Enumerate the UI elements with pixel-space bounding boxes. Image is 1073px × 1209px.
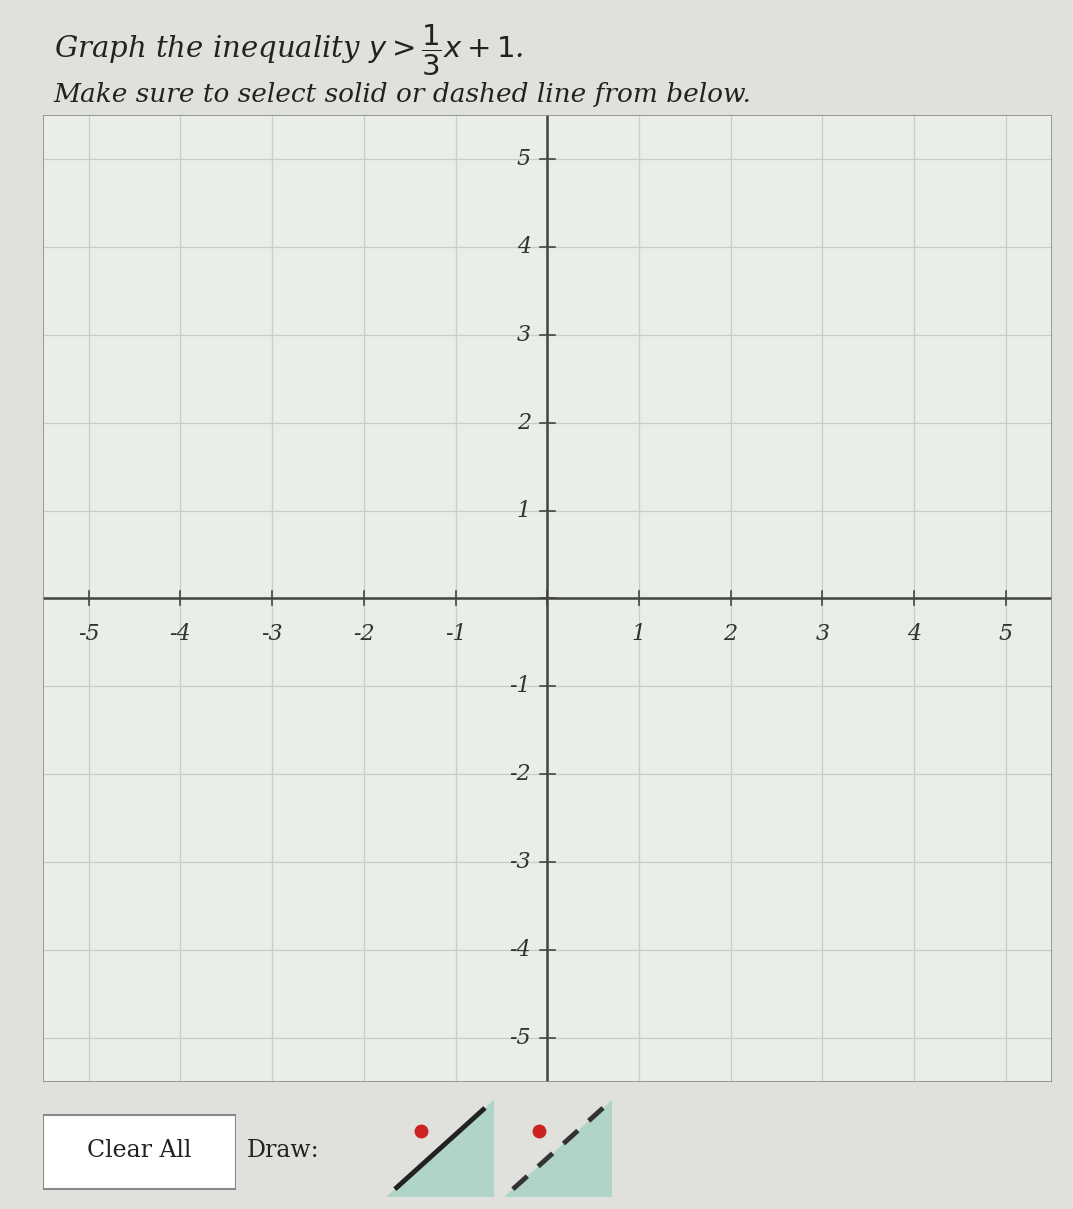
Text: -3: -3 [262,623,283,646]
Text: Graph the inequality $y > \dfrac{1}{3}x + 1$.: Graph the inequality $y > \dfrac{1}{3}x … [54,23,524,79]
Text: 4: 4 [907,623,921,646]
Text: 1: 1 [632,623,646,646]
Bar [43,115,1052,1082]
Text: -1: -1 [444,623,467,646]
Text: 5: 5 [999,623,1013,646]
Text: 3: 3 [815,623,829,646]
Text: Draw:: Draw: [247,1139,320,1162]
Text: 3: 3 [516,324,531,346]
Text: 5: 5 [516,147,531,169]
Text: 2: 2 [723,623,737,646]
Text: -4: -4 [509,939,531,961]
Text: 2: 2 [516,411,531,434]
Text: -5: -5 [78,623,100,646]
Text: 1: 1 [516,499,531,521]
Text: -5: -5 [509,1028,531,1049]
Text: 4: 4 [516,236,531,258]
Polygon shape [504,1100,612,1197]
Text: Clear All: Clear All [87,1139,192,1162]
Text: -2: -2 [509,763,531,786]
Text: -3: -3 [509,851,531,873]
Text: -1: -1 [509,676,531,698]
Text: -4: -4 [170,623,191,646]
Text: Make sure to select solid or dashed line from below.: Make sure to select solid or dashed line… [54,82,751,106]
FancyBboxPatch shape [43,1115,236,1190]
Text: -2: -2 [353,623,374,646]
Polygon shape [386,1100,494,1197]
